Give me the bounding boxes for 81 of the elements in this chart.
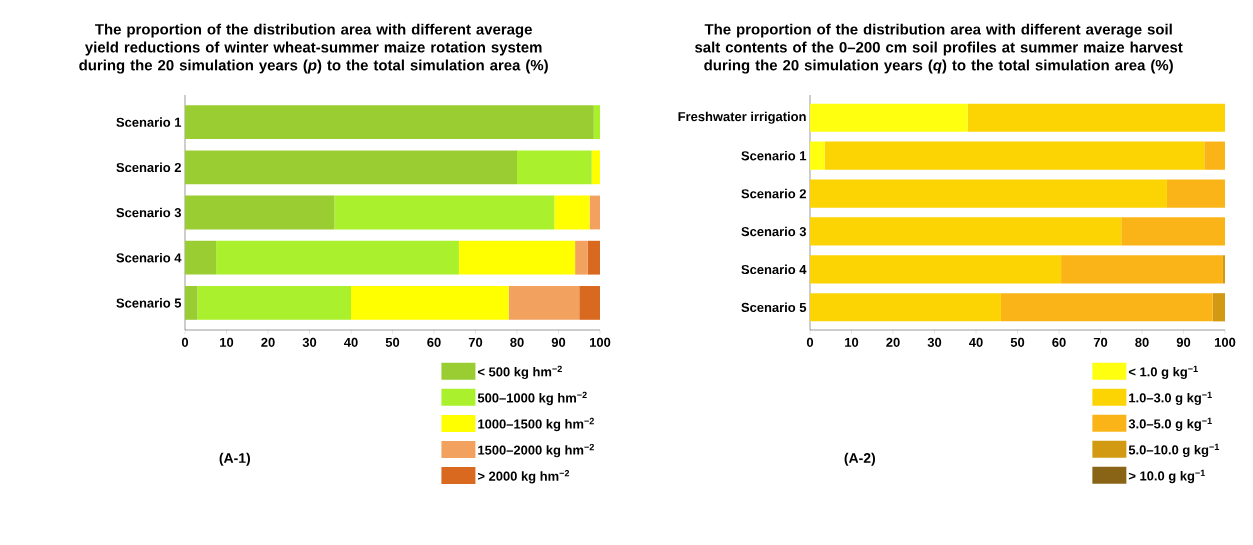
bar — [810, 217, 1122, 246]
bar — [351, 285, 509, 320]
x-tick-label: 80 — [1135, 337, 1149, 347]
x-tick-label: 0 — [806, 337, 814, 347]
x-tick-label: 60 — [427, 337, 441, 347]
x-tick-label: 40 — [969, 337, 983, 347]
bar — [810, 293, 1001, 322]
legend-label: 5.0–10.0 g kg$^{−1}$ — [1128, 443, 1220, 458]
x-tick-label: 30 — [927, 337, 942, 347]
bar — [185, 105, 594, 140]
bar — [1212, 293, 1226, 322]
bar — [1222, 255, 1226, 284]
x-tick-label: 20 — [886, 337, 900, 347]
bar — [1204, 141, 1226, 170]
x-tick-label: 0 — [181, 337, 189, 347]
x-tick-label: 20 — [261, 337, 275, 347]
legend-label: 1000–1500 kg hm$^{−2}$ — [478, 417, 594, 432]
y-tick-label: Scenario 4 — [741, 264, 807, 275]
bar — [554, 195, 590, 230]
x-tick-label: 80 — [510, 337, 524, 347]
bar — [185, 195, 335, 230]
bar — [1061, 255, 1223, 284]
x-tick-label: 10 — [220, 337, 234, 347]
legend-label: 500–1000 kg hm$^{−2}$ — [477, 391, 587, 406]
y-tick-label: Scenario 1 — [116, 117, 182, 127]
bar — [587, 240, 601, 275]
bar — [185, 285, 198, 320]
x-tick-label: 90 — [1176, 337, 1191, 347]
text: (A-2) — [844, 452, 875, 466]
bar — [967, 103, 1226, 132]
bar — [593, 105, 601, 140]
chart-title: The proportion of the distribution area with different average yield reductions of winter wheat-summer maize rotation system during the 20 simulation years (p) to the total simulation area (%) — [79, 23, 548, 74]
bar — [579, 285, 601, 320]
legend-label: > 2000 kg hm$^{−2}$ — [477, 469, 570, 484]
y-tick-label: Scenario 1 — [741, 150, 807, 161]
bar — [575, 240, 588, 275]
bar — [591, 150, 601, 185]
y-tick-label: Scenario 2 — [741, 188, 806, 199]
bar — [1000, 293, 1213, 322]
x-tick-label: 10 — [845, 337, 859, 347]
bar — [458, 240, 576, 275]
bar — [824, 141, 1205, 170]
legend-label: 1.0–3.0 g kg$^{−1}$ — [1129, 391, 1212, 406]
x-tick-label: 40 — [344, 337, 358, 347]
bar — [810, 179, 1167, 208]
bar — [810, 103, 968, 132]
legend-label: < 1.0 g kg$^{−1}$ — [1128, 365, 1198, 380]
legend-label: 3.0–5.0 g kg$^{−1}$ — [1128, 417, 1212, 432]
bar — [508, 285, 580, 320]
chart-title: The proportion of the distribution area with different average soil salt contents of the 0–200 cm soil profiles at summer maize harvest during the 20 simulation years (q) to the total simulation area (%) — [695, 23, 1183, 74]
bar — [810, 141, 825, 170]
bar — [589, 195, 601, 230]
x-tick-label: 100 — [590, 337, 611, 347]
x-tick-label: 50 — [385, 337, 400, 347]
x-tick-label: 50 — [1010, 337, 1025, 347]
y-tick-label: Scenario 5 — [116, 298, 182, 308]
bar — [197, 285, 351, 320]
bar — [517, 150, 592, 185]
legend-label: 1500–2000 kg hm$^{−2}$ — [478, 443, 594, 458]
y-tick-label: Scenario 2 — [116, 162, 181, 173]
y-tick-label: Scenario 5 — [741, 302, 807, 313]
y-tick-label: Freshwater irrigation — [678, 111, 806, 124]
y-tick-label: Scenario 3 — [741, 226, 807, 237]
x-tick-label: 60 — [1052, 337, 1066, 347]
bar — [216, 240, 459, 275]
x-tick-label: 90 — [551, 337, 566, 347]
y-tick-label: Scenario 4 — [116, 252, 182, 263]
legend-label: > 10.0 g kg$^{−1}$ — [1128, 469, 1206, 484]
legend-label: < 500 kg hm$^{−2}$ — [477, 365, 562, 380]
bar — [1166, 179, 1226, 208]
text: (A-1) — [219, 452, 250, 466]
bar — [185, 150, 517, 185]
bar — [185, 240, 217, 275]
y-tick-label: Scenario 3 — [116, 207, 181, 218]
bar — [334, 195, 555, 230]
x-tick-label: 70 — [468, 337, 483, 347]
x-tick-label: 70 — [1093, 337, 1108, 347]
bar — [1121, 217, 1226, 246]
x-tick-label: 30 — [302, 337, 317, 347]
x-tick-label: 100 — [1215, 337, 1236, 347]
bar — [810, 255, 1062, 284]
